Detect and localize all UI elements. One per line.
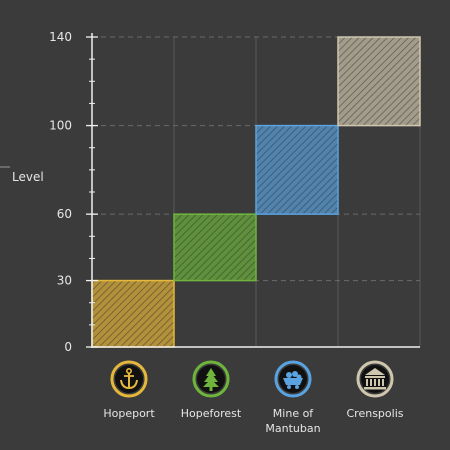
y-tick-label: 0	[64, 340, 72, 354]
pine-tree-icon	[192, 360, 230, 398]
icon-ring	[110, 360, 148, 398]
bar-hatch	[256, 125, 338, 215]
axes	[91, 33, 420, 348]
bar-outline	[173, 213, 257, 282]
icon-ring	[192, 360, 230, 398]
category-label: Mantuban	[265, 422, 320, 435]
bar-hatch	[338, 37, 420, 126]
bar-hopeport	[91, 279, 175, 348]
anchor-icon	[110, 360, 148, 398]
category-icons	[110, 360, 394, 398]
category-labels: Hopeport Hopeforest Mine of Mantuban Crenspo…	[103, 407, 403, 435]
bar-hatch	[92, 280, 174, 347]
y-axis-title: Level	[12, 170, 44, 184]
category-label: Hopeport	[103, 407, 155, 420]
category-label: Mine of	[273, 407, 315, 420]
y-tick-label: 60	[57, 207, 72, 221]
y-tick-label: 100	[49, 119, 72, 133]
city-hall-icon	[356, 360, 394, 398]
category-label: Hopeforest	[181, 407, 242, 420]
icon-ring	[274, 360, 312, 398]
bar-mine-of-mantuban	[255, 124, 339, 215]
bar-crenspolis	[337, 36, 421, 127]
icon-ring	[356, 360, 394, 398]
y-tick-label: 140	[49, 30, 72, 44]
bar-outline	[337, 36, 421, 127]
mine-cart-icon	[274, 360, 312, 398]
bar-hopeforest	[173, 213, 257, 282]
bar-outline	[255, 124, 339, 215]
y-tick-label: 30	[57, 274, 72, 288]
bars	[91, 36, 421, 348]
category-label: Crenspolis	[347, 407, 404, 420]
bar-hatch	[174, 214, 256, 281]
y-ticks: 0 30 60 100 140	[0, 30, 98, 354]
